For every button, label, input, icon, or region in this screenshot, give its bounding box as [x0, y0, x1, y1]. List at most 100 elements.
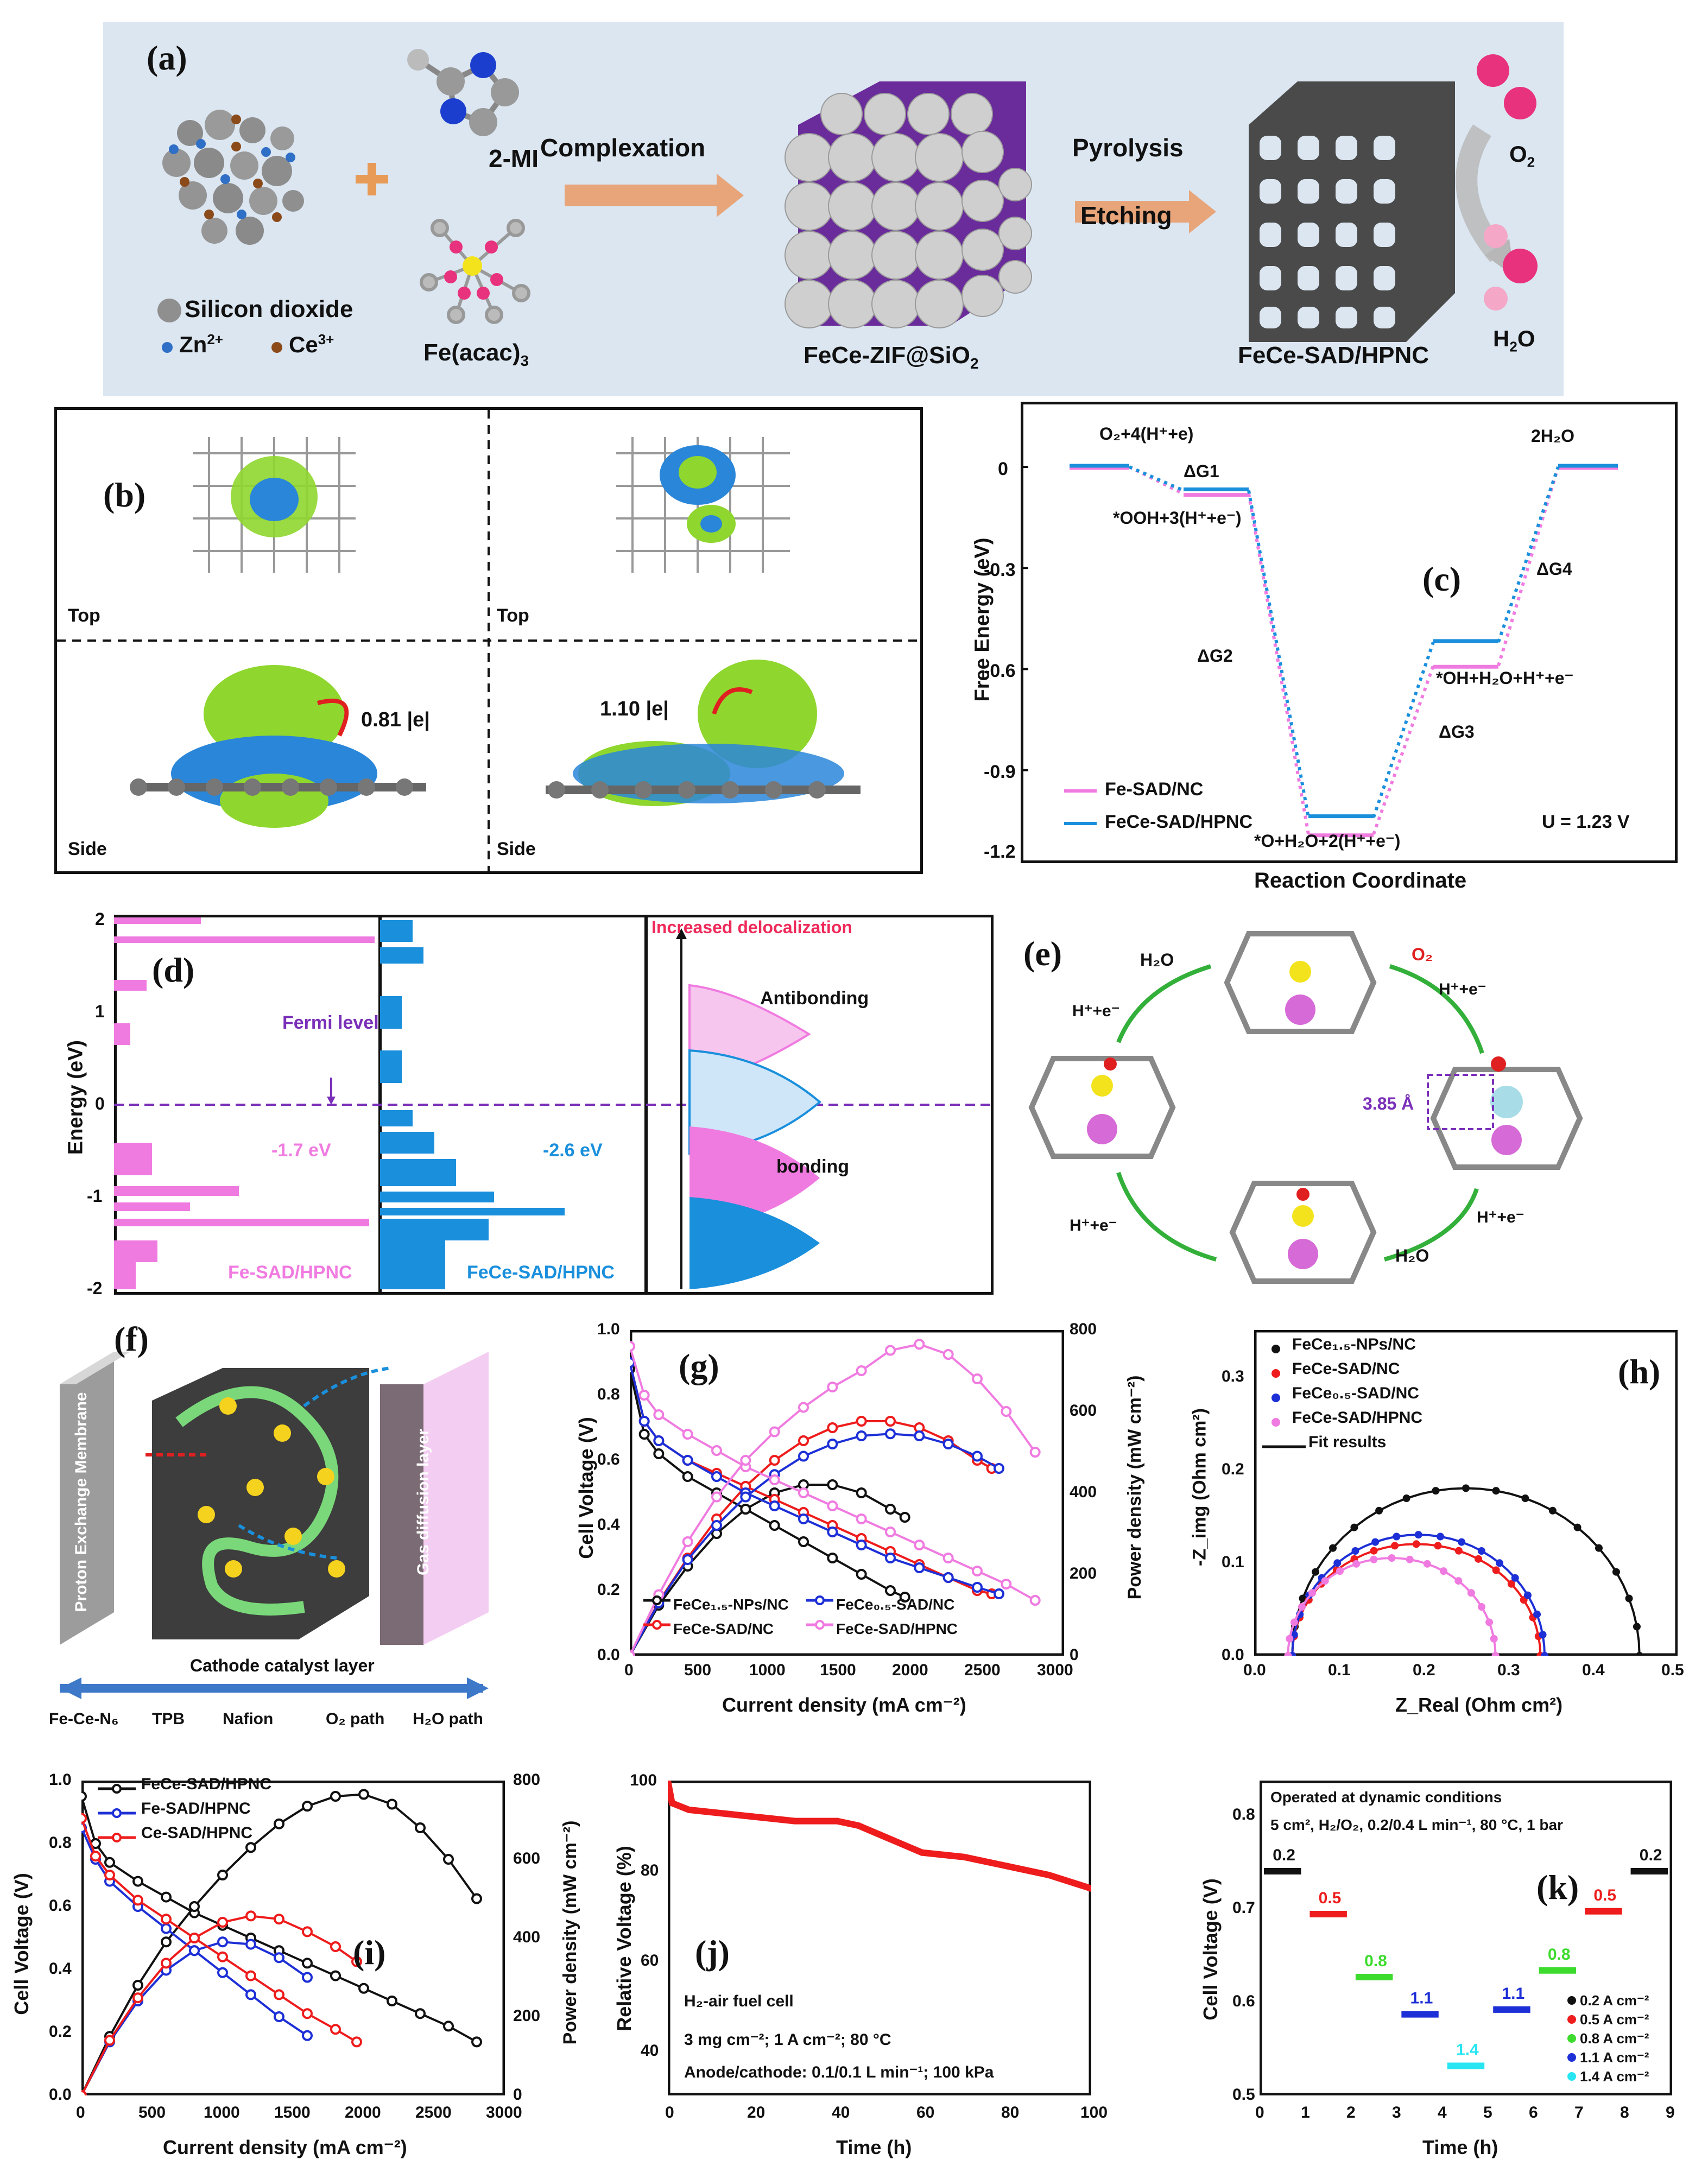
data-point [1329, 1544, 1337, 1552]
xtick: 0 [76, 2104, 85, 2121]
data-point [769, 1426, 780, 1437]
data-point [827, 1479, 838, 1490]
ytick: 0.8 [49, 1834, 72, 1852]
data-point [1462, 1484, 1470, 1492]
data-point [827, 1500, 838, 1511]
data-point [330, 1941, 341, 1952]
data-point [161, 1914, 172, 1925]
y2tick: 600 [1070, 1402, 1097, 1420]
panel-h-letter: (h) [1618, 1352, 1661, 1391]
ytick: 0.8 [597, 1385, 620, 1403]
data-point [1541, 1652, 1549, 1656]
ytick: -1.2 [984, 841, 1016, 862]
legend-item: Ce-SAD/HPNC [141, 1824, 253, 1842]
o2-label: O2 [1509, 141, 1535, 170]
data-point [245, 1910, 256, 1922]
data-point [798, 1513, 809, 1524]
panel-b-letter: (b) [103, 476, 146, 514]
data-point [1029, 1595, 1041, 1606]
legend-line-fe [1064, 789, 1097, 793]
panel-g-ylabel: Cell Voltage (V) [575, 1417, 597, 1559]
data-point [245, 1989, 256, 2000]
ytick: 0.2 [49, 2023, 72, 2041]
label-start: O₂+4(H⁺+e) [1099, 424, 1194, 444]
data-point [415, 2008, 426, 2019]
data-point [217, 1936, 228, 1948]
xtick: 1 [1301, 2104, 1310, 2121]
data-point [707, 1809, 713, 1815]
panel-a-letter: (a) [147, 39, 187, 77]
xtick: 0 [624, 1661, 634, 1679]
data-point [1437, 1532, 1445, 1541]
energy-connector [1497, 466, 1560, 643]
name-fece: FeCe-SAD/HPNC [467, 1262, 615, 1283]
data-point [104, 1870, 115, 1880]
pem-slab [60, 1352, 114, 1645]
series-line [630, 1346, 1036, 1601]
data-point [856, 1540, 867, 1550]
data-point [942, 1572, 954, 1583]
panel-i: (i) Cell Voltage (V) Power density (mW c… [0, 1753, 597, 2166]
data-point [792, 1817, 798, 1825]
label-dg3: ΔG3 [1439, 722, 1475, 742]
data-point [1402, 1494, 1410, 1503]
panel-i-xlabel: Current density (mA cm⁻²) [163, 2136, 407, 2158]
step-label: 1.1 [1502, 1985, 1524, 2003]
data-point [302, 1926, 313, 1937]
data-point [1467, 1589, 1475, 1597]
legend-marker [652, 1620, 662, 1630]
xtick: 0.0 [1243, 1661, 1266, 1679]
pem-label: Proton Exchange Membrane [72, 1392, 90, 1612]
xtick: 1500 [274, 2104, 311, 2121]
legend-item: FeCe₀.₅-SAD/NC [836, 1596, 955, 1613]
durability-line [668, 1781, 1091, 1892]
legend-marker [1271, 1369, 1280, 1378]
data-point [161, 1923, 172, 1934]
data-point [189, 1945, 200, 1956]
data-point [387, 1798, 397, 1810]
data-point [1612, 1568, 1620, 1576]
data-point [1625, 1594, 1633, 1603]
data-point [1533, 1610, 1541, 1618]
legend-item: 1.4 A cm⁻² [1580, 2068, 1649, 2085]
data-point [1393, 1532, 1401, 1541]
chart-h [1254, 1330, 1678, 1656]
data-point [1523, 1591, 1532, 1599]
panel-j: (j) Relative Voltage (%) Time (h) 0 20 4… [586, 1753, 1129, 2166]
ytick: 0.1 [1222, 1553, 1244, 1571]
top-label-left: Top [68, 605, 100, 626]
ytick: 0.3 [1222, 1367, 1244, 1385]
data-point [161, 1891, 172, 1903]
data-point [749, 1813, 756, 1820]
dos-fece [380, 920, 565, 1289]
data-point [919, 1849, 925, 1856]
data-point [1370, 1555, 1378, 1563]
data-point [1595, 1544, 1603, 1552]
data-point [711, 1491, 722, 1503]
data-point [856, 1416, 867, 1427]
legend-marker [112, 1784, 122, 1794]
label-u: U = 1.23 V [1542, 812, 1630, 832]
ytick: 0.8 [1232, 1806, 1255, 1823]
silica-legend-icon [157, 299, 181, 322]
data-point [1412, 1540, 1420, 1548]
data-point [856, 1487, 867, 1498]
panel-f-letter: (f) [114, 1320, 149, 1358]
e-he-3: H⁺+e⁻ [1070, 1217, 1117, 1234]
data-point [351, 2036, 362, 2048]
panel-h: (h) -Z_img (Ohm cm²) Z_Real (Ohm cm²) 0.… [1167, 1314, 1705, 1748]
xtick: 500 [684, 1661, 712, 1679]
data-point [914, 1562, 925, 1573]
data-point [885, 1428, 896, 1440]
plot-frame [81, 1781, 505, 2095]
series-line [81, 1796, 477, 2043]
panel-f: (f) Proton Exchange Membrane Gas diffusi… [43, 1314, 516, 1748]
ytick: -0.3 [984, 560, 1016, 580]
energy-connector [1247, 490, 1310, 818]
label-dg1: ΔG1 [1184, 461, 1219, 481]
ytick: -0.6 [984, 661, 1016, 681]
ytick: 0.7 [1232, 1899, 1255, 1917]
data-point [682, 1554, 693, 1565]
data-point [1492, 1566, 1500, 1574]
ytick: 2 [95, 909, 105, 929]
